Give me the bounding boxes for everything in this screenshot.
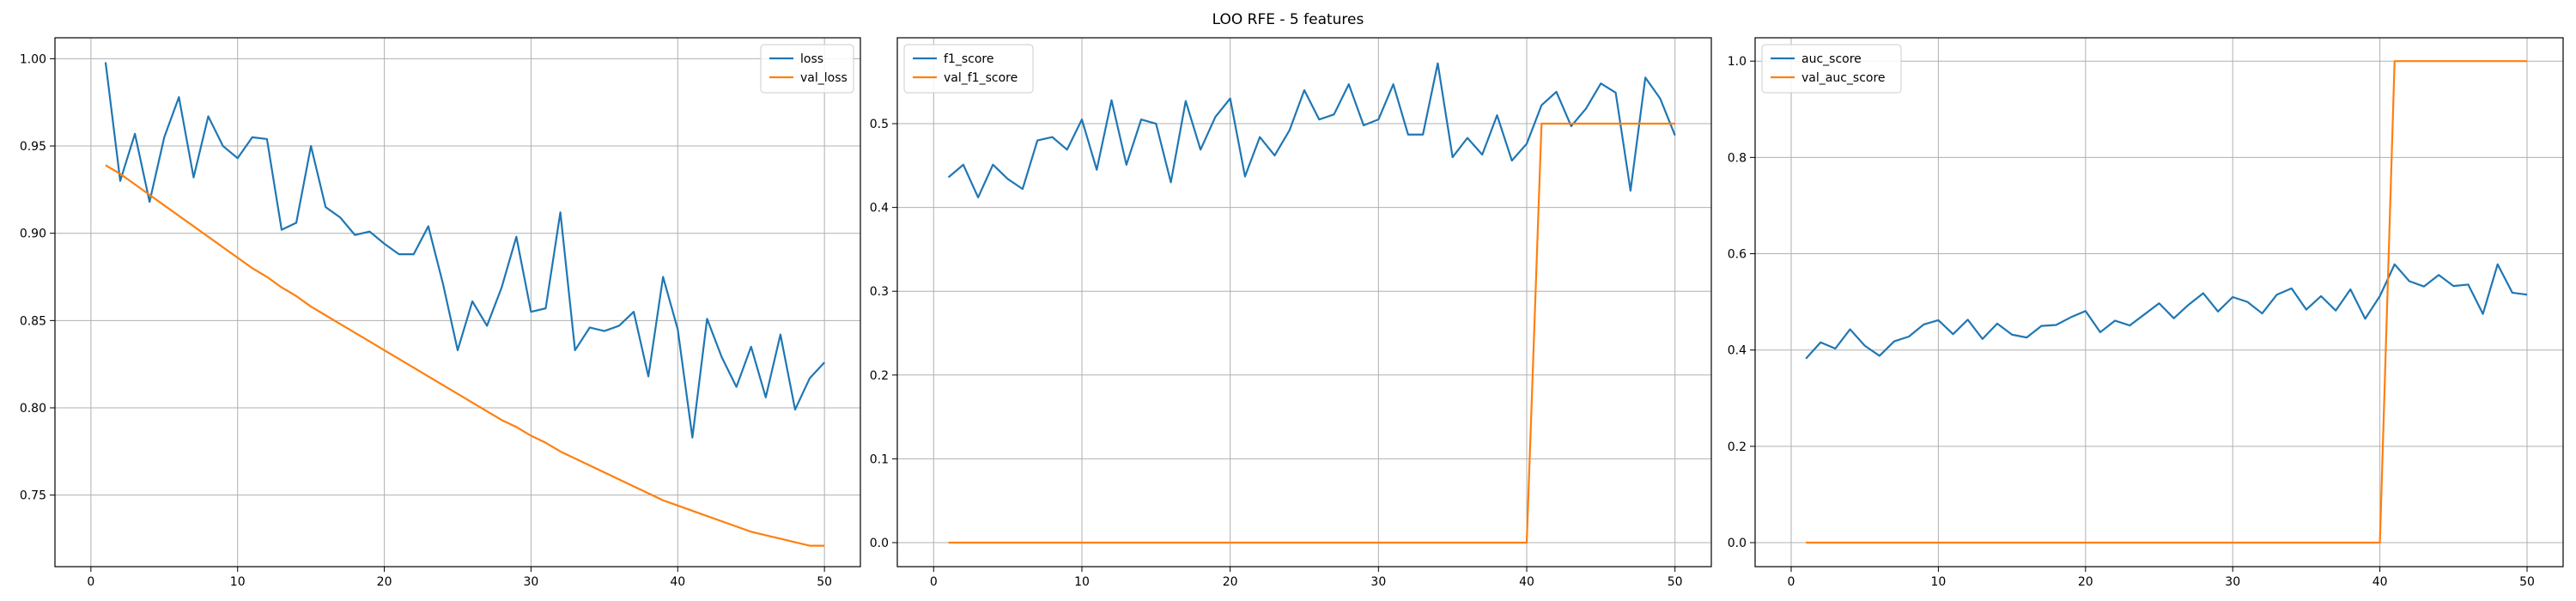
y-tick-label: 0.95 [20,140,46,154]
series-line-f1-score [947,62,1676,199]
legend-box [903,44,1034,94]
axes-frame [1754,37,2564,568]
y-tick-label: 0.6 [1728,248,1747,262]
y-tick-label: 0.0 [870,537,889,550]
x-tick-label: 50 [1668,575,1683,589]
legend-label-auc-score: auc_score [1801,52,1862,66]
x-tick-label: 30 [1370,575,1386,589]
legend-box [1761,44,1902,94]
y-tick-label: 0.0 [1728,537,1747,550]
y-tick-label: 0.5 [870,118,889,131]
x-tick-label: 40 [670,575,685,589]
y-tick-label: 0.75 [20,489,46,503]
y-tick-label: 0.2 [870,369,889,383]
x-tick-label: 50 [2519,575,2535,589]
legend-label-val-loss: val_loss [800,71,848,85]
legend-label-f1-score: f1_score [944,52,993,66]
figure-title: LOO RFE - 5 features [1212,11,1364,28]
axes-frame [54,37,861,568]
series-line-val-auc-score [1806,60,2528,544]
x-tick-label: 20 [2078,575,2093,589]
y-tick-label: 1.0 [1728,55,1747,69]
x-tick-label: 0 [930,575,938,589]
x-tick-label: 30 [524,575,539,589]
axes-frame [896,37,1712,568]
x-tick-label: 20 [377,575,392,589]
x-tick-label: 40 [2372,575,2388,589]
subplot-grid: 0 10 20 30 40 500.750.800.850.900.951.00 lossv… [20,37,2564,589]
y-tick-label: 0.2 [1728,440,1747,454]
legend: loss val_loss [760,44,854,94]
x-tick-label: 0 [1788,575,1795,589]
legend-label-val-auc-score: val_auc_score [1801,71,1886,85]
y-tick-label: 0.4 [870,202,889,216]
subplot-1: 0 10 20 30 40 50 0.75 0.80 0.85 0.90 0.95 1.00 loss v… [20,37,861,589]
y-tick-label: 0.4 [1728,344,1747,358]
legend-label-loss: loss [800,52,823,66]
y-tick-label: 0.3 [870,285,889,299]
legend: f1_score val_f1_score [903,44,1034,94]
x-tick-label: 40 [1519,575,1534,589]
x-tick-label: 30 [2225,575,2240,589]
subplot-2: 0 10 20 30 40 50 0.0 0.1 0.2 0.3 0.4 0.5 f1_scoreval… [870,37,1712,589]
x-tick-label: 50 [817,575,832,589]
y-tick-label: 0.80 [20,402,46,416]
series-line-val-f1-score [948,122,1675,544]
legend-box [760,44,854,94]
y-tick-label: 1.00 [20,52,46,66]
x-tick-label: 10 [1074,575,1090,589]
y-tick-label: 0.85 [20,314,46,328]
y-tick-label: 0.1 [870,452,889,466]
legend-label-val-f1-score: val_f1_score [944,71,1018,85]
subplot-3: 0 10 20 30 40 50 0.0 0.2 0.4 0.6 0.8 1.0 auc_scoreva… [1728,37,2564,589]
y-tick-label: 0.90 [20,228,46,241]
y-tick-label: 0.8 [1728,151,1747,165]
legend: auc_score val_auc_score [1761,44,1902,94]
x-tick-label: 0 [87,575,94,589]
series-line-loss [104,62,825,439]
series-line-auc-score [1805,263,2528,360]
x-tick-label: 10 [1930,575,1946,589]
x-tick-label: 10 [230,575,246,589]
x-tick-label: 20 [1223,575,1238,589]
series-line-val-loss [105,164,825,547]
